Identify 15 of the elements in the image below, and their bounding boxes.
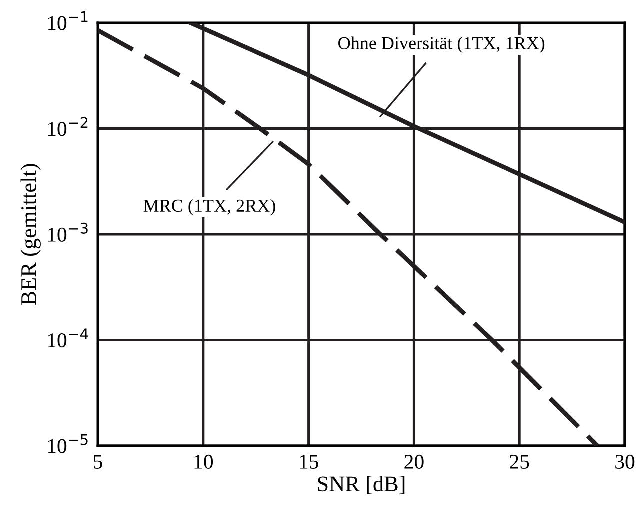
y-tick-label: 10$^{−2}$ xyxy=(48,117,88,136)
x-tick-label: 5 xyxy=(94,455,102,469)
y-axis-title: BER (gemittelt) xyxy=(20,164,41,306)
x-axis-title: SNR [dB] xyxy=(318,476,405,494)
x-tick-label: 15 xyxy=(300,455,318,469)
x-tick-label: 30 xyxy=(616,454,635,469)
x-tick-label: 20 xyxy=(404,454,424,469)
x-tick-label: 25 xyxy=(510,454,530,469)
annotation: MRC (1TX, 2RX) xyxy=(144,199,276,216)
annotation: Ohne Diversität (1TX, 1RX) xyxy=(338,36,545,54)
y-tick-label: 10$^{−3}$ xyxy=(48,222,88,242)
y-tick-label: 10$^{−4}$ xyxy=(48,328,88,348)
y-tick-label: 10$^{−1}$ xyxy=(48,12,88,30)
x-tick-label: 10 xyxy=(194,454,214,469)
y-tick-label: 10$^{−5}$ xyxy=(48,434,88,454)
